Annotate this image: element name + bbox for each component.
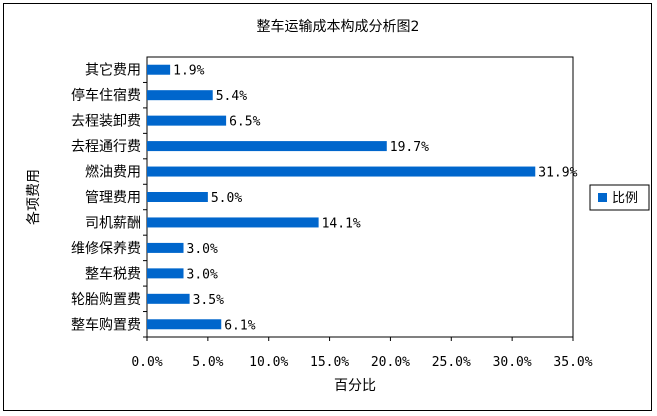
y-axis-label: 各项费用 — [26, 169, 42, 225]
category-label: 轮胎购置费 — [71, 292, 141, 308]
legend-swatch — [598, 193, 607, 202]
x-tick-label: 20.0% — [371, 355, 410, 370]
x-tick-label: 30.0% — [493, 355, 532, 370]
x-tick-label: 35.0% — [553, 355, 592, 370]
category-label: 其它费用 — [85, 62, 141, 79]
bar — [147, 242, 184, 253]
plot-area — [146, 56, 574, 338]
data-label: 5.4% — [216, 89, 247, 104]
x-tick-label: 25.0% — [432, 355, 471, 370]
bar — [147, 192, 208, 202]
bar — [147, 115, 227, 126]
data-label: 1.9% — [173, 64, 204, 79]
data-label: 3.0% — [187, 242, 218, 257]
x-tick-label: 5.0% — [192, 355, 223, 370]
category-label: 整车税费 — [85, 265, 141, 282]
x-tick-label: 0.0% — [131, 355, 162, 370]
data-label: 19.7% — [390, 140, 429, 155]
data-label: 14.1% — [322, 216, 361, 231]
data-label: 3.5% — [193, 293, 224, 308]
bar — [147, 141, 387, 152]
category-label: 维修保养费 — [71, 241, 141, 257]
category-label: 去程通行费 — [71, 139, 141, 155]
category-label: 燃油费用 — [85, 164, 141, 181]
data-label: 6.1% — [224, 318, 255, 333]
x-tick-label: 15.0% — [310, 355, 349, 370]
x-axis-label: 百分比 — [334, 378, 376, 394]
bar — [147, 64, 171, 75]
bar — [147, 268, 184, 279]
legend-label: 比例 — [612, 191, 638, 206]
legend: 比例 — [589, 184, 650, 211]
category-label: 去程装卸费 — [71, 114, 141, 130]
category-label: 管理费用 — [85, 190, 141, 206]
category-label: 停车住宿费 — [71, 87, 141, 104]
chart-title: 整车运输成本构成分析图2 — [257, 18, 420, 35]
data-label: 3.0% — [187, 267, 218, 282]
bar — [147, 319, 222, 330]
bar — [147, 166, 536, 177]
bar — [147, 90, 213, 101]
x-tick-label: 10.0% — [249, 355, 288, 370]
category-label: 司机薪酬 — [85, 215, 141, 231]
bar — [147, 293, 190, 304]
data-label: 5.0% — [211, 191, 242, 206]
data-label: 31.9% — [538, 166, 577, 181]
category-label: 整车购置费 — [71, 316, 141, 333]
bar — [147, 217, 319, 228]
data-label: 6.5% — [229, 115, 260, 130]
